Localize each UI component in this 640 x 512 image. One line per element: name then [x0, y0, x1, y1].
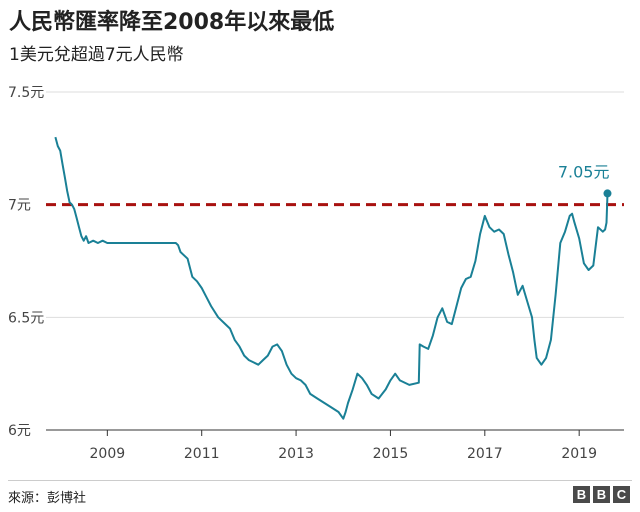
y-tick-label: 6元 [8, 423, 31, 439]
x-tick-label: 2019 [561, 446, 597, 462]
logo-letter: B [593, 486, 610, 503]
y-tick-label: 7.5元 [8, 85, 44, 101]
chart-title: 人民幣匯率降至2008年以來最低 [9, 10, 335, 35]
x-tick-label: 2011 [184, 446, 220, 462]
logo-letter: C [613, 486, 630, 503]
bbc-logo: B B C [573, 486, 630, 503]
logo-letter: B [573, 486, 590, 503]
x-tick-label: 2017 [467, 446, 503, 462]
y-tick-label: 7元 [8, 198, 31, 214]
y-tick-label: 6.5元 [8, 310, 44, 326]
chart-subtitle: 1美元兌超過7元人民幣 [9, 45, 184, 65]
source-credit: 來源：彭博社 [8, 491, 87, 506]
footer-divider [8, 480, 632, 481]
x-tick-label: 2009 [90, 446, 126, 462]
y-axis: 7.5元 7元 6.5元 6元 [8, 85, 44, 439]
grid-layer [46, 91, 624, 431]
x-tick-label: 2015 [373, 446, 409, 462]
latest-value-label: 7.05元 [558, 162, 610, 181]
rate-series-line [54, 136, 609, 420]
latest-value-marker [603, 189, 612, 198]
x-axis: 2009 2011 2013 2015 2017 2019 [90, 430, 597, 462]
x-tick-label: 2013 [278, 446, 314, 462]
series-layer [54, 136, 609, 420]
annotation-layer: 7.05元 [558, 162, 612, 198]
